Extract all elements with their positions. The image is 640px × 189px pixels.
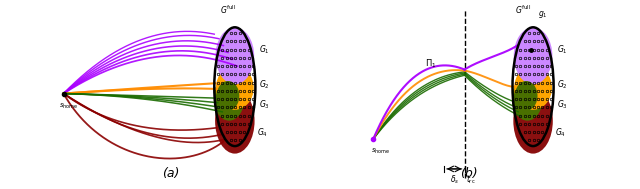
Ellipse shape [514,66,552,110]
Text: $G_2$: $G_2$ [557,78,568,91]
Ellipse shape [215,88,255,154]
Text: $G_1$: $G_1$ [557,44,568,56]
Ellipse shape [512,76,543,121]
Ellipse shape [514,27,552,84]
Text: $G_3$: $G_3$ [259,99,269,111]
Text: $\delta_s$: $\delta_s$ [449,174,459,186]
Text: $s_{\rm home}$: $s_{\rm home}$ [371,147,390,156]
Text: (b): (b) [460,167,478,180]
Text: $G_1$: $G_1$ [259,44,269,56]
Text: $G^{\rm full}$: $G^{\rm full}$ [220,3,236,16]
Text: $s_{\rm home}$: $s_{\rm home}$ [59,101,78,111]
Text: $G_3$: $G_3$ [557,99,568,111]
Text: $G_2$: $G_2$ [259,78,269,91]
Ellipse shape [216,27,254,84]
Text: $G^{\rm full}$: $G^{\rm full}$ [515,3,531,16]
Ellipse shape [216,66,253,110]
Ellipse shape [513,88,553,154]
Ellipse shape [217,81,239,111]
Text: $G_4$: $G_4$ [555,126,566,139]
Text: $g_1$: $g_1$ [538,9,547,20]
Text: $\Pi_1$: $\Pi_1$ [424,58,436,70]
Ellipse shape [515,81,538,111]
Text: $t_{\rm rc}$: $t_{\rm rc}$ [466,174,476,186]
Text: $G_4$: $G_4$ [257,126,268,139]
Text: (a): (a) [162,167,180,180]
Ellipse shape [214,76,244,121]
